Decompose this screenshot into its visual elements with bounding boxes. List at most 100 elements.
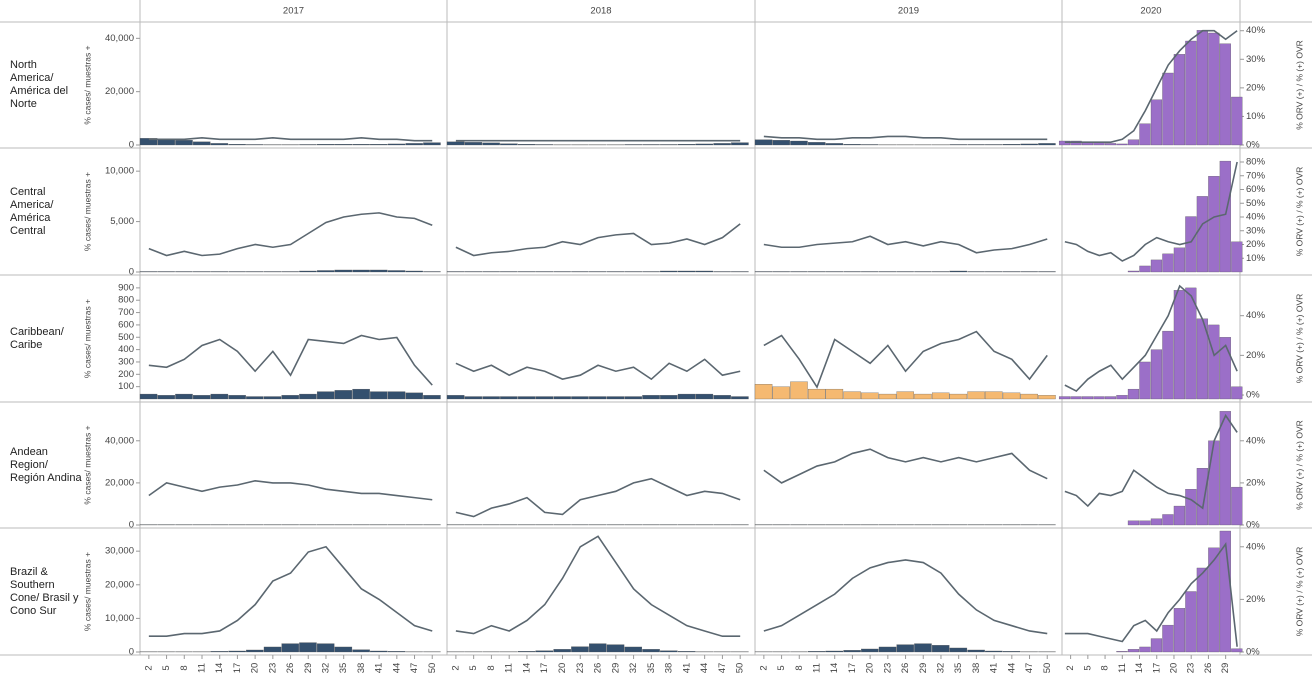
bar xyxy=(660,650,678,653)
column-header: 2018 xyxy=(590,6,611,17)
bar xyxy=(754,384,773,400)
bar xyxy=(1150,99,1163,146)
y2-tick-label: 70% xyxy=(1246,170,1266,181)
x-tick-label: 41 xyxy=(989,663,1000,674)
y2-axis-title: % ORV (+) / % (+) OVR xyxy=(1294,40,1304,130)
bar xyxy=(139,393,158,400)
x-tick-label: 38 xyxy=(971,663,982,674)
x-tick-label: 26 xyxy=(1203,663,1214,674)
bar xyxy=(500,271,518,273)
bar xyxy=(1196,30,1208,146)
bar xyxy=(446,271,465,273)
bar xyxy=(1173,247,1186,273)
bar xyxy=(1173,54,1186,146)
y2-tick-label: 20% xyxy=(1246,477,1266,488)
bar xyxy=(949,393,968,400)
row-label: Central America/ América Central xyxy=(10,185,54,237)
bar xyxy=(1127,520,1140,526)
bar xyxy=(896,644,914,653)
y2-tick-label: 40% xyxy=(1246,25,1266,36)
x-tick-label: 29 xyxy=(303,663,314,674)
bar xyxy=(1020,393,1038,400)
x-tick-label: 26 xyxy=(900,663,911,674)
bar xyxy=(677,144,696,146)
bar xyxy=(606,644,625,653)
y-tick-label: 200 xyxy=(118,369,134,380)
bar xyxy=(535,144,554,146)
bar xyxy=(228,395,246,400)
bar xyxy=(1208,547,1220,653)
x-tick-label: 38 xyxy=(356,663,367,674)
line xyxy=(763,235,1048,254)
bar xyxy=(931,271,950,273)
bar xyxy=(896,391,914,400)
bar xyxy=(299,393,317,400)
bar xyxy=(1208,440,1220,526)
bar xyxy=(1231,96,1243,146)
bar xyxy=(1231,486,1243,526)
y-tick-label: 30,000 xyxy=(105,546,134,557)
bar xyxy=(772,140,790,146)
x-tick-label: 14 xyxy=(214,663,225,674)
bar xyxy=(1196,196,1208,273)
bar xyxy=(139,138,158,146)
y-tick-label: 700 xyxy=(118,307,134,318)
bar xyxy=(825,650,844,653)
y-tick-label: 20,000 xyxy=(105,477,134,488)
y2-tick-label: 40% xyxy=(1246,541,1266,552)
bar xyxy=(423,395,441,400)
bar xyxy=(482,396,500,400)
bar xyxy=(1127,270,1140,273)
bar xyxy=(535,396,554,400)
y2-axis-title: % ORV (+) / % (+) OVR xyxy=(1294,294,1304,384)
y-tick-label: 20,000 xyxy=(105,86,134,97)
y-tick-label: 40,000 xyxy=(105,33,134,44)
bar xyxy=(405,143,423,146)
bar xyxy=(843,144,861,146)
bar xyxy=(1116,143,1128,146)
bar xyxy=(1185,591,1197,653)
bar xyxy=(1104,396,1117,400)
x-tick-label: 26 xyxy=(285,663,296,674)
bar xyxy=(695,270,714,273)
row-label: Andean Region/ Región Andina xyxy=(10,445,82,484)
bar xyxy=(246,396,264,400)
y2-tick-label: 20% xyxy=(1246,350,1266,361)
bar xyxy=(423,142,441,146)
x-tick-label: 2 xyxy=(450,665,461,670)
bar xyxy=(1038,271,1056,273)
x-tick-label: 8 xyxy=(1100,665,1111,670)
bar xyxy=(334,646,353,653)
y-tick-label: 800 xyxy=(118,295,134,306)
y-tick-label: 20,000 xyxy=(105,579,134,590)
bar xyxy=(731,271,749,273)
row-label: Brazil & Southern Cone/ Brasil y Cono Su… xyxy=(10,565,79,617)
y-tick-label: 600 xyxy=(118,319,134,330)
bar xyxy=(677,651,696,653)
bar xyxy=(192,271,211,273)
bar xyxy=(387,270,406,273)
bar xyxy=(642,395,660,400)
bar xyxy=(246,271,264,273)
bar xyxy=(985,144,1003,146)
bar xyxy=(500,143,518,146)
bar xyxy=(1219,160,1231,273)
bar xyxy=(807,142,826,146)
bar xyxy=(175,271,193,273)
bar xyxy=(1185,216,1197,273)
bar xyxy=(500,396,518,400)
bar xyxy=(914,643,932,653)
bar xyxy=(246,649,264,653)
x-tick-label: 20 xyxy=(865,663,876,674)
x-tick-label: 35 xyxy=(646,663,657,674)
x-tick-label: 50 xyxy=(735,663,746,674)
bar xyxy=(446,141,465,146)
y2-tick-label: 0% xyxy=(1246,390,1260,401)
bar xyxy=(967,649,985,653)
y2-axis-title: % ORV (+) / % (+) OVR xyxy=(1294,167,1304,257)
line xyxy=(763,559,1048,635)
y2-tick-label: 10% xyxy=(1246,111,1266,122)
x-tick-label: 29 xyxy=(1220,663,1231,674)
bar xyxy=(695,143,714,146)
